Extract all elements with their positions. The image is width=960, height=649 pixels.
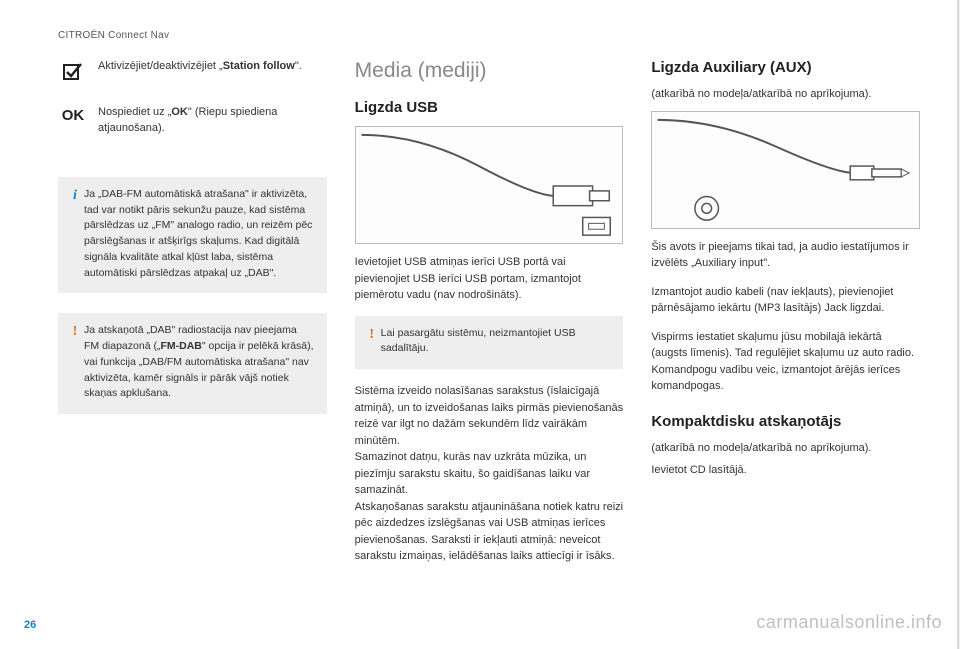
warning-callout-fmdab: ! Ja atskaņotā „DAB" radiostacija nav pi… [58,313,327,414]
page-number: 26 [24,619,36,631]
usb-paragraph-1: Ievietojiet USB atmiņas ierīci USB portā… [355,254,624,304]
aux-paragraph-2: Izmantojot audio kabeli (nav iekļauts), … [651,284,920,317]
column-3: Ligzda Auxiliary (AUX) (atkarībā no mode… [651,59,920,577]
step-ok-text: Nospiediet uz „OK" (Riepu spiediena atja… [98,105,327,137]
cd-paragraph: Ievietot CD lasītājā. [651,462,920,479]
jack-illustration [652,112,919,228]
usb-heading: Ligzda USB [355,99,624,116]
ok-label: OK [62,107,85,124]
usb-figure [355,126,624,244]
watermark: carmanualsonline.info [756,612,942,633]
info-icon: i [66,187,84,282]
usb-paragraph-2: Sistēma izveido nolasīšanas sarakstus (ī… [355,383,624,565]
aux-figure [651,111,920,229]
aux-paragraph-3: Vispirms iestatiet skaļumu jūsu mobilajā… [651,329,920,395]
step-activate: Aktivizējiet/deaktivizējiet „Station fol… [58,59,327,83]
checkbox-icon [58,59,88,83]
usb-warning-text: Lai pasargātu sistēmu, neizmantojiet USB… [381,326,612,358]
manual-page: CITROËN Connect Nav Aktivizējiet/deaktiv… [0,0,960,649]
aux-heading: Ligzda Auxiliary (AUX) [651,59,920,76]
text-pre: Aktivizējiet/deaktivizējiet „ [98,60,223,72]
warning-icon: ! [363,326,381,358]
step-ok: OK Nospiediet uz „OK" (Riepu spiediena a… [58,105,327,137]
column-2: Media (mediji) Ligzda USB Ievietojiet US… [355,59,624,577]
warning-text: Ja atskaņotā „DAB" radiostacija nav piee… [84,323,315,402]
aux-paragraph-1: Šis avots ir pieejams tikai tad, ja audi… [651,239,920,272]
text-bold: FM-DAB [160,340,201,352]
text-post: ". [295,60,302,72]
column-1: Aktivizējiet/deaktivizējiet „Station fol… [58,59,327,577]
warning-callout-usb: ! Lai pasargātu sistēmu, neizmantojiet U… [355,316,624,370]
cd-subtitle: (atkarībā no modeļa/atkarībā no aprīkoju… [651,440,920,457]
info-callout: i Ja „DAB-FM automātiskā atrašana" ir ak… [58,177,327,294]
text-pre: Nospiediet uz „ [98,106,171,118]
page-header: CITROËN Connect Nav [58,30,920,41]
ok-icon: OK [58,105,88,137]
warning-icon: ! [66,323,84,402]
usb-illustration [356,127,623,243]
text-bold: OK [171,106,188,118]
content-columns: Aktivizējiet/deaktivizējiet „Station fol… [58,59,920,577]
aux-subtitle: (atkarībā no modeļa/atkarībā no aprīkoju… [651,86,920,103]
text-bold: Station follow [223,60,295,72]
step-activate-text: Aktivizējiet/deaktivizējiet „Station fol… [98,59,327,83]
media-heading: Media (mediji) [355,59,624,83]
info-text: Ja „DAB-FM automātiskā atrašana" ir akti… [84,187,315,282]
cd-heading: Kompaktdisku atskaņotājs [651,413,920,430]
